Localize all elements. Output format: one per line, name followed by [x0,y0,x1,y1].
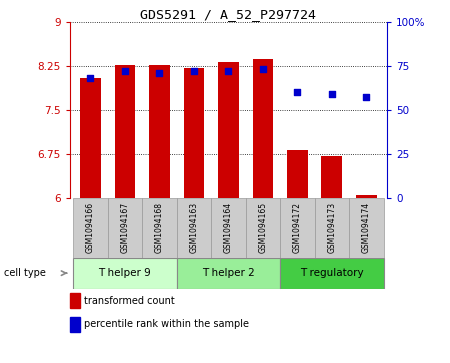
Bar [177,258,280,289]
Point [328,91,335,97]
Bar [280,198,315,258]
Text: percentile rank within the sample: percentile rank within the sample [84,319,249,330]
Text: GSM1094167: GSM1094167 [121,202,130,253]
Point [363,95,370,101]
Bar [142,198,177,258]
Bar [108,198,142,258]
Bar [349,198,383,258]
Point [156,70,163,76]
Bar [149,65,170,198]
Point [225,68,232,74]
Text: cell type: cell type [4,268,46,278]
Bar [80,78,101,198]
Bar [246,198,280,258]
Title: GDS5291 / A_52_P297724: GDS5291 / A_52_P297724 [140,8,316,21]
Bar [321,156,342,198]
Text: transformed count: transformed count [84,296,175,306]
Bar [356,196,377,198]
Bar [73,198,108,258]
Point [259,66,266,72]
Bar [115,65,135,198]
Text: GSM1094164: GSM1094164 [224,202,233,253]
Bar [177,198,211,258]
Bar [252,59,273,198]
Text: GSM1094172: GSM1094172 [293,202,302,253]
Bar [211,198,246,258]
Bar [218,62,239,198]
Point [294,89,301,95]
Point [122,68,129,74]
Bar [184,68,204,198]
Text: T regulatory: T regulatory [300,268,364,278]
Bar [70,317,80,332]
Text: GSM1094174: GSM1094174 [362,202,371,253]
Bar [287,150,308,198]
Text: GSM1094166: GSM1094166 [86,202,95,253]
Bar [315,198,349,258]
Text: T helper 2: T helper 2 [202,268,255,278]
Text: GSM1094168: GSM1094168 [155,202,164,253]
Bar [73,258,177,289]
Text: GSM1094173: GSM1094173 [327,202,336,253]
Point [190,68,198,74]
Text: GSM1094165: GSM1094165 [258,202,267,253]
Bar [280,258,383,289]
Text: T helper 9: T helper 9 [99,268,151,278]
Text: GSM1094163: GSM1094163 [189,202,198,253]
Bar [70,293,80,309]
Point [87,75,94,81]
